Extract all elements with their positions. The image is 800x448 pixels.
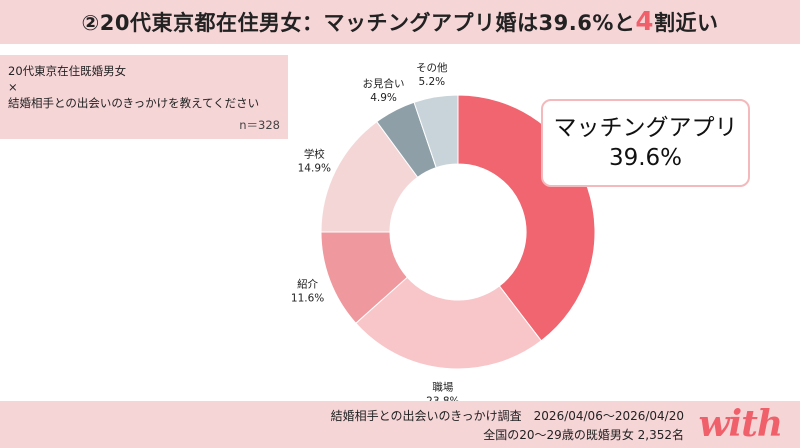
question-line-1: 20代東京在住既婚男女 [8,64,127,78]
title-prefix: ②20代東京都在住男女：マッチングアプリ婚は39.6%と [81,11,636,35]
callout-value: 39.6% [608,145,683,171]
slice-value-4: 4.9% [370,92,397,104]
sample-size: n＝328 [239,118,280,132]
slice-label-3: 学校 14.9% [298,147,331,174]
question-line-2: × [8,80,18,94]
page-title: ②20代東京都在住男女：マッチングアプリ婚は39.6%と4割近い [82,7,719,37]
highlight-callout: マッチングアプリ 39.6% [541,99,750,187]
survey-name: 結婚相手との出会いのきっかけ調査 2026/04/06〜2026/04/20 [330,409,684,423]
slice-value-3: 14.9% [298,162,331,174]
slice-category-3: 学校 [304,147,325,160]
slice-category-2: 紹介 [297,277,318,290]
slice-category-5: その他 [416,61,448,74]
slice-1 [355,276,542,370]
slice-category-4: お見合い [363,77,405,90]
slice-label-4: お見合い 4.9% [363,77,405,104]
slice-label-5: その他 5.2% [416,61,448,88]
callout-label: マッチングアプリ [553,115,738,141]
slice-5 [413,94,459,169]
slice-category-1: 職場 [432,380,453,393]
with-logo: with [698,403,783,445]
slice-value-2: 11.6% [291,292,324,304]
question-box: 20代東京在住既婚男女 × 結婚相手との出会いのきっかけを教えてください n＝3… [0,55,288,139]
survey-population: 全国の20〜29歳の既婚男女 2,352名 [483,428,684,442]
title-bar: ②20代東京都在住男女：マッチングアプリ婚は39.6%と4割近い [0,0,800,44]
question-line-3: 結婚相手との出会いのきっかけを教えてください [8,96,260,110]
footer-bar: 結婚相手との出会いのきっかけ調査 2026/04/06〜2026/04/20 全… [0,401,800,448]
slice-value-5: 5.2% [418,76,445,88]
slice-label-2: 紹介 11.6% [291,277,324,304]
title-suffix: 割近い [653,11,719,35]
title-accent: 4 [635,7,654,37]
